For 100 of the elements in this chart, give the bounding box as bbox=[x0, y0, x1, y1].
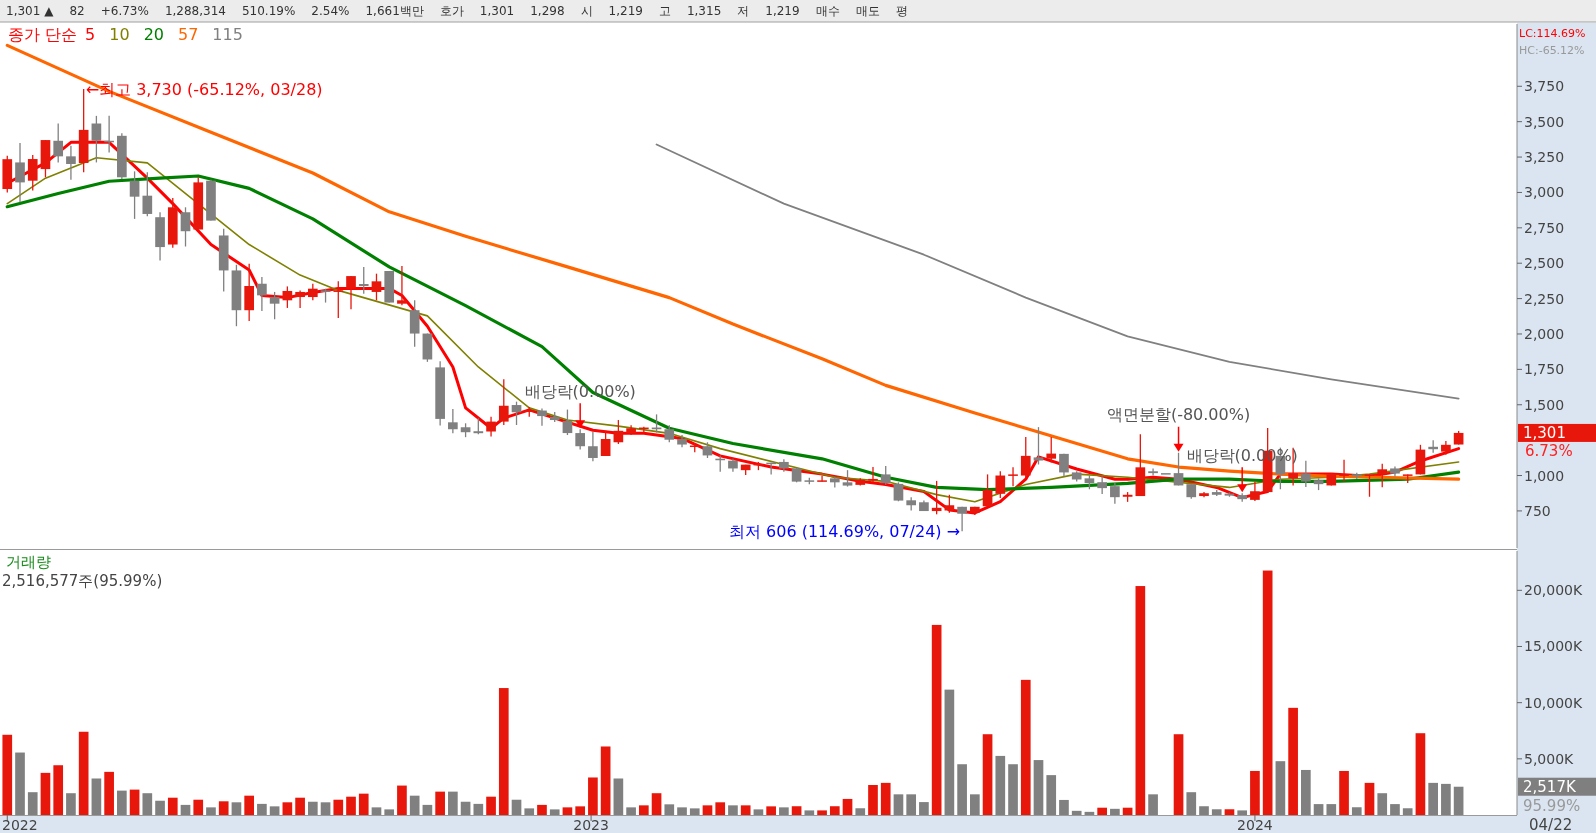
candlestick bbox=[1301, 460, 1311, 488]
text: 1,661백만 bbox=[365, 4, 424, 18]
candlestick bbox=[1250, 480, 1260, 502]
chart-title: 거래량 bbox=[6, 553, 51, 571]
y-tick-label: 1,750 bbox=[1524, 361, 1565, 378]
candlestick bbox=[498, 378, 509, 426]
candlestick bbox=[575, 428, 586, 451]
y-tick-label: 10,000K bbox=[1524, 694, 1583, 711]
text: 115 bbox=[212, 24, 243, 44]
text: 2,517K bbox=[1523, 777, 1577, 796]
x-tick-label: 2022 bbox=[2, 816, 38, 833]
text: 시 bbox=[580, 4, 593, 18]
text: 1,288,314 bbox=[164, 4, 226, 18]
candlestick bbox=[53, 122, 64, 164]
legend-title: 종가 단순 bbox=[8, 24, 78, 44]
candlestick bbox=[1046, 436, 1057, 464]
candlestick bbox=[1008, 466, 1018, 487]
annotation: 액면분할(-80.00%) bbox=[1106, 405, 1251, 425]
candlestick bbox=[1173, 452, 1184, 487]
candlestick bbox=[600, 430, 611, 457]
text: 1,219 bbox=[765, 4, 800, 18]
candlestick bbox=[995, 470, 1006, 499]
text: 2,516,577주(95.99%) bbox=[2, 572, 163, 590]
candlestick bbox=[397, 265, 407, 306]
candlestick bbox=[358, 266, 369, 295]
text: 1,301 bbox=[479, 4, 515, 18]
x-tick-label: 2024 bbox=[1237, 816, 1273, 833]
candlestick bbox=[66, 145, 76, 181]
text: 82 bbox=[69, 4, 85, 18]
line-series bbox=[5, 43, 1461, 481]
text: 20 bbox=[143, 24, 164, 44]
y-tick-label: 1,500 bbox=[1524, 396, 1565, 413]
text: 04/22 bbox=[1529, 815, 1573, 833]
y-tick-label: 750 bbox=[1524, 502, 1551, 519]
candlestick bbox=[27, 154, 38, 192]
text: 1,301 bbox=[1523, 423, 1566, 442]
y-tick-label: 2,250 bbox=[1524, 290, 1565, 307]
text: 저 bbox=[737, 4, 750, 18]
candlestick bbox=[409, 299, 420, 348]
y-tick-label: 5,000K bbox=[1524, 750, 1575, 767]
candlestick bbox=[537, 407, 547, 427]
candlestick bbox=[15, 142, 25, 203]
text: 고 bbox=[658, 4, 671, 18]
text: 1,301 ▲ bbox=[6, 4, 55, 18]
candlestick bbox=[588, 431, 598, 462]
candlestick bbox=[371, 273, 382, 301]
text: 6.73% bbox=[1525, 441, 1573, 460]
candlestick bbox=[295, 289, 305, 309]
text: +6.73% bbox=[100, 4, 149, 18]
candlestick bbox=[1377, 463, 1388, 488]
candlestick bbox=[486, 416, 496, 438]
candlestick bbox=[511, 400, 522, 426]
candlestick bbox=[1339, 459, 1349, 483]
y-tick-label: 3,250 bbox=[1524, 149, 1565, 166]
candlestick bbox=[817, 475, 827, 483]
candlestick bbox=[562, 408, 573, 436]
candlestick bbox=[180, 206, 191, 248]
text: 5 bbox=[85, 24, 96, 44]
candlestick bbox=[333, 280, 344, 319]
line-series bbox=[655, 143, 1460, 400]
text: 510.19% bbox=[241, 4, 296, 18]
text: 매수 bbox=[815, 4, 840, 18]
y-tick-label: 20,000K bbox=[1524, 582, 1583, 599]
text: LC:114.69% bbox=[1519, 26, 1586, 40]
candlestick bbox=[1020, 436, 1031, 480]
text: 57 bbox=[178, 24, 199, 44]
text: 10 bbox=[109, 24, 130, 44]
candlestick bbox=[269, 291, 280, 320]
candlestick bbox=[1364, 473, 1375, 498]
candlestick bbox=[880, 465, 891, 486]
candlestick bbox=[1110, 482, 1120, 505]
text: HC:-65.12% bbox=[1519, 43, 1585, 57]
candlestick bbox=[1097, 475, 1107, 495]
text: 1,298 bbox=[530, 4, 565, 18]
y-tick-label: 1,000 bbox=[1524, 467, 1565, 484]
annotation: 최저 606 (114.69%, 07/24) → bbox=[728, 521, 961, 541]
y-tick-label: 3,500 bbox=[1524, 113, 1565, 130]
candlestick bbox=[282, 285, 293, 309]
candlestick bbox=[1033, 426, 1044, 466]
y-tick-label: 3,000 bbox=[1524, 184, 1565, 201]
text: 평 bbox=[895, 4, 908, 18]
candlestick bbox=[1148, 467, 1158, 477]
candlestick bbox=[346, 275, 356, 310]
y-tick-label: 2,500 bbox=[1524, 255, 1565, 272]
text: 매도 bbox=[855, 4, 880, 18]
candlestick bbox=[982, 473, 993, 507]
y-tick-label: 15,000K bbox=[1524, 638, 1583, 655]
text: 1,219 bbox=[608, 4, 643, 18]
text: 2.54% bbox=[311, 4, 350, 18]
candlestick bbox=[91, 115, 102, 164]
y-tick-label: 3,750 bbox=[1524, 78, 1565, 95]
y-tick-label: 2,000 bbox=[1524, 325, 1565, 342]
text: 95.99% bbox=[1523, 796, 1581, 815]
text: 1,315 bbox=[686, 4, 722, 18]
candlestick bbox=[129, 170, 140, 220]
y-tick-label: 2,750 bbox=[1524, 219, 1565, 236]
candlestick bbox=[142, 171, 153, 217]
text: 호가 bbox=[439, 4, 464, 18]
candlestick bbox=[257, 276, 267, 312]
x-tick-label: 2023 bbox=[573, 816, 609, 833]
